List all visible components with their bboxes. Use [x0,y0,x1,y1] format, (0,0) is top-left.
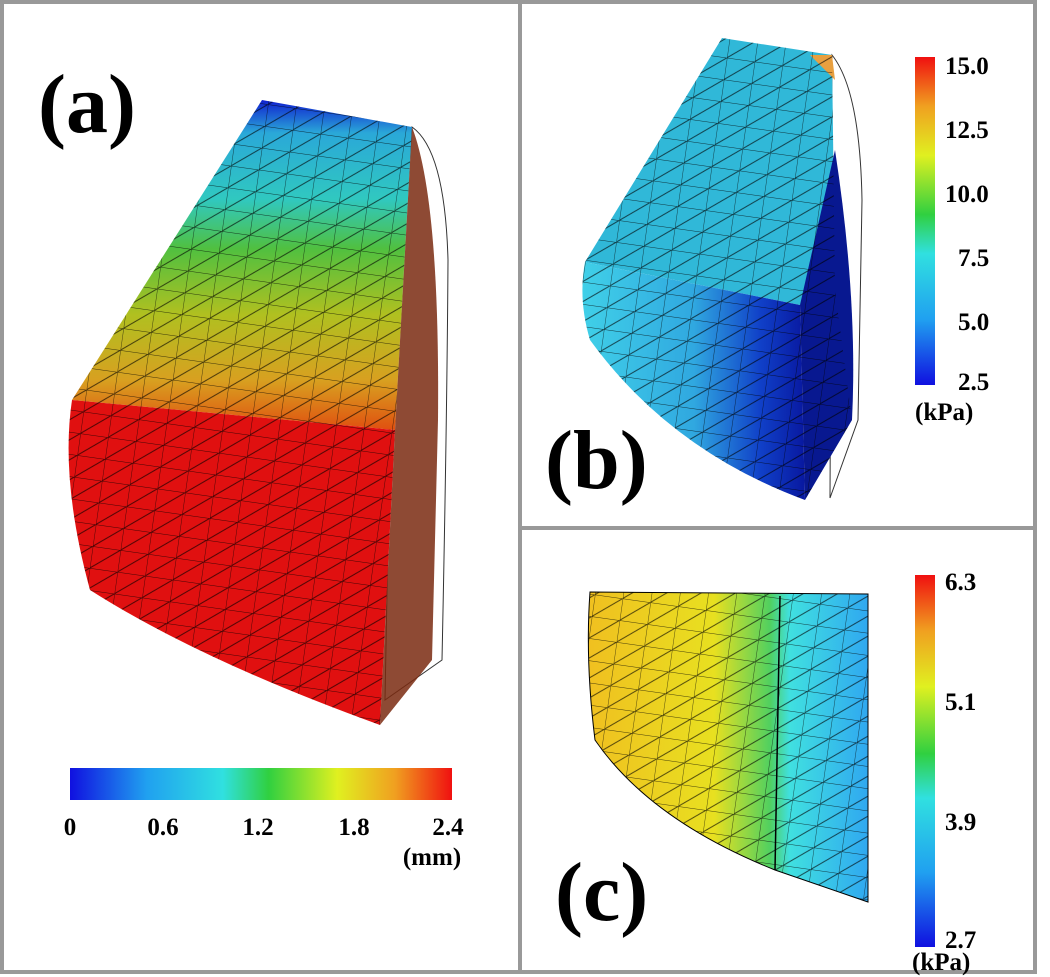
colorbar-tick: 3.9 [945,809,976,836]
colorbar-tick: 12.5 [945,117,989,144]
panel-label: (a) [38,58,136,151]
colorbar-tick: 2.7 [945,927,976,954]
panel-b: (b) 15.0 12.5 10.0 7.5 5.0 2.5 (kPa) [545,38,989,507]
panel-label: (b) [545,414,648,507]
colorbar [915,575,935,947]
colorbar-unit: (kPa) [915,399,973,426]
colorbar-tick: 7.5 [958,245,989,272]
colorbar-tick: 6.3 [945,569,976,596]
mesh-side [380,127,439,725]
colorbar-tick: 5.0 [958,309,989,336]
colorbar-tick: 0 [64,814,77,841]
colorbar-unit: (mm) [403,844,461,871]
mesh-lines [587,591,869,903]
panel-label: (c) [555,846,648,939]
colorbar-tick: 1.8 [338,814,369,841]
colorbar [915,57,935,385]
panel-a: (a) 0 0.6 1.2 1.8 2.4 (mm) [38,58,464,871]
colorbar-unit: (kPa) [912,949,970,976]
mesh-lines [68,100,413,725]
panel-c: (c) 6.3 5.1 3.9 2.7 (kPa) [555,569,976,976]
colorbar-tick: 0.6 [147,814,178,841]
mesh-edge [774,595,781,871]
colorbar-tick: 10.0 [945,181,989,208]
colorbar-tick: 2.4 [432,814,464,841]
colorbar-tick: 15.0 [945,53,989,80]
colorbar [70,768,452,800]
mesh-lines [582,38,852,500]
colorbar-tick: 2.5 [958,369,989,396]
colorbar-tick: 1.2 [242,814,273,841]
colorbar-tick: 5.1 [945,689,976,716]
